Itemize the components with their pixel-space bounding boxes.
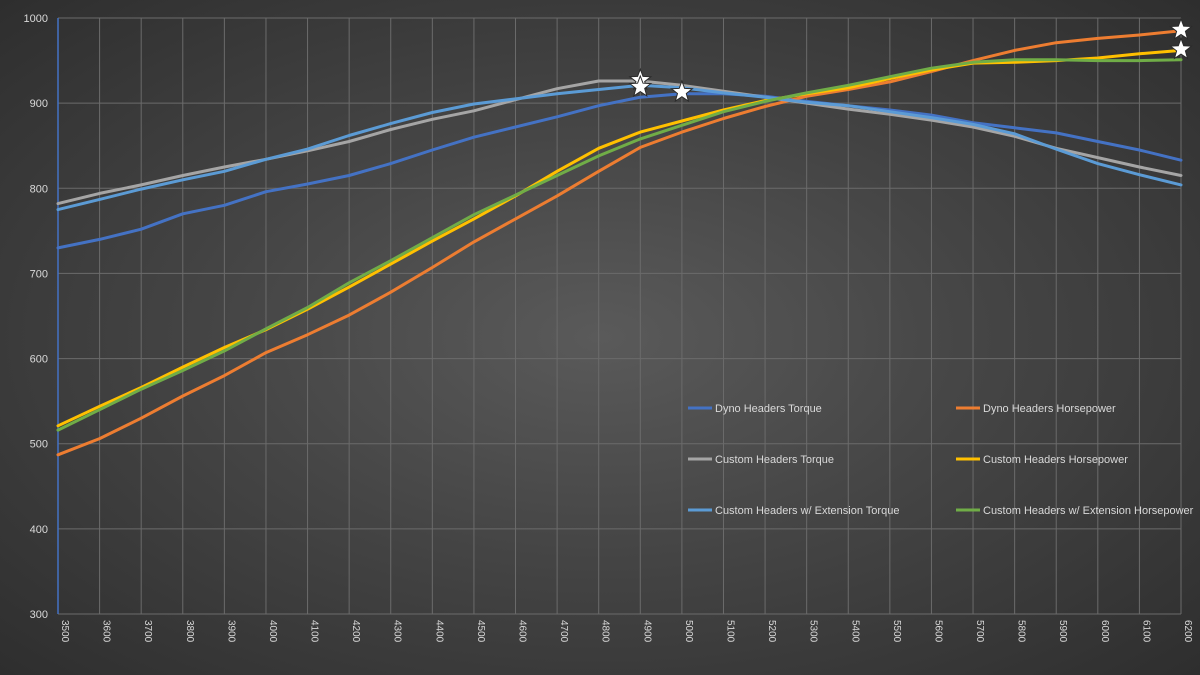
x-tick-label: 4600 <box>517 620 528 643</box>
y-tick-label: 500 <box>30 439 48 451</box>
legend-label: Dyno Headers Horsepower <box>983 403 1116 415</box>
x-tick-label: 5200 <box>766 620 777 643</box>
star-marker <box>1169 37 1193 60</box>
x-tick-label: 4000 <box>267 620 278 643</box>
x-tick-label: 5000 <box>683 620 694 643</box>
x-tick-label: 4100 <box>309 620 320 643</box>
x-tick-label: 5700 <box>974 620 985 643</box>
x-tick-label: 4300 <box>392 620 403 643</box>
x-tick-label: 5100 <box>724 620 735 643</box>
legend-label: Custom Headers w/ Extension Torque <box>715 505 899 517</box>
x-tick-label: 6200 <box>1182 620 1193 643</box>
series-line <box>56 48 1183 428</box>
y-tick-label: 1000 <box>24 13 48 25</box>
star-marker <box>1169 17 1193 40</box>
x-tick-label: 3500 <box>59 620 70 643</box>
x-tick-label: 5400 <box>849 620 860 643</box>
x-tick-label: 6000 <box>1099 620 1110 643</box>
series-line <box>56 92 1183 250</box>
series-line <box>56 79 1183 206</box>
x-tick-label: 3900 <box>225 620 236 643</box>
x-tick-label: 5500 <box>891 620 902 643</box>
x-tick-label: 5600 <box>932 620 943 643</box>
y-tick-label: 700 <box>30 268 48 280</box>
x-tick-label: 4700 <box>558 620 569 643</box>
x-tick-label: 5300 <box>808 620 819 643</box>
y-tick-label: 800 <box>30 183 48 195</box>
x-tick-label: 6100 <box>1140 620 1151 643</box>
legend-label: Dyno Headers Torque <box>715 403 822 415</box>
star-marker <box>628 74 653 98</box>
x-tick-label: 4200 <box>350 620 361 643</box>
x-tick-label: 3600 <box>101 620 112 643</box>
series-line <box>56 83 1183 212</box>
y-tick-label: 900 <box>30 98 48 110</box>
legend-label: Custom Headers w/ Extension Horsepower <box>983 505 1194 517</box>
x-tick-label: 3800 <box>184 620 195 643</box>
x-tick-label: 4400 <box>433 620 444 643</box>
legend-label: Custom Headers Torque <box>715 454 834 466</box>
y-tick-label: 300 <box>30 609 48 621</box>
legend-label: Custom Headers Horsepower <box>983 454 1128 466</box>
x-tick-label: 4900 <box>641 620 652 643</box>
x-tick-label: 3700 <box>142 620 153 643</box>
y-tick-label: 600 <box>30 354 48 366</box>
x-tick-label: 4800 <box>600 620 611 643</box>
star-marker <box>670 79 694 103</box>
x-tick-label: 5900 <box>1057 620 1068 643</box>
y-tick-label: 400 <box>30 524 48 536</box>
x-tick-label: 5800 <box>1016 620 1027 643</box>
series-line <box>56 58 1183 432</box>
series-line <box>56 29 1183 457</box>
x-tick-label: 4500 <box>475 620 486 643</box>
